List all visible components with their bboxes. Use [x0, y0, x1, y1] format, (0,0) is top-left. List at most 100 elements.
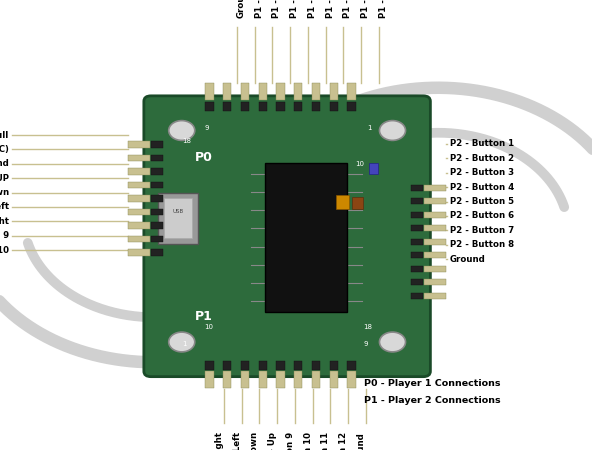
- Circle shape: [169, 121, 195, 140]
- Bar: [294, 83, 303, 100]
- Text: P2 - Button 8: P2 - Button 8: [450, 240, 514, 249]
- Text: P0: P0: [195, 151, 213, 164]
- Bar: [369, 163, 378, 174]
- Text: 10: 10: [204, 324, 213, 330]
- Bar: [259, 102, 267, 111]
- Text: P1: P1: [195, 310, 213, 323]
- Bar: [151, 249, 163, 256]
- Bar: [241, 371, 249, 388]
- Text: 9: 9: [363, 341, 368, 346]
- Bar: [294, 102, 303, 111]
- Bar: [241, 83, 249, 100]
- Text: P1 - Left: P1 - Left: [0, 202, 9, 211]
- Text: 1: 1: [182, 341, 187, 346]
- Text: 18: 18: [182, 138, 191, 144]
- Text: 1: 1: [368, 125, 372, 130]
- Text: P2 - Button 9: P2 - Button 9: [286, 432, 295, 450]
- Bar: [128, 168, 150, 175]
- Text: P1 - Button 9: P1 - Button 9: [0, 231, 9, 240]
- Text: P1 - Down: P1 - Down: [0, 188, 9, 197]
- Text: 9: 9: [204, 125, 208, 130]
- Bar: [424, 279, 446, 285]
- Text: P2 - Up: P2 - Up: [268, 432, 277, 450]
- Text: P2 - Button 12: P2 - Button 12: [339, 432, 348, 450]
- Text: P2 - Button 4: P2 - Button 4: [450, 183, 514, 192]
- Text: USB: USB: [173, 209, 184, 214]
- Text: P1 - Button 1: P1 - Button 1: [379, 0, 388, 18]
- Bar: [411, 266, 423, 272]
- Bar: [151, 155, 163, 161]
- Text: 18: 18: [363, 324, 372, 330]
- Text: P2 - Button 6: P2 - Button 6: [450, 212, 514, 220]
- Bar: [330, 102, 338, 111]
- Bar: [151, 209, 163, 215]
- Bar: [312, 371, 320, 388]
- Bar: [424, 238, 446, 245]
- Bar: [151, 195, 163, 202]
- Bar: [424, 266, 446, 272]
- Bar: [348, 371, 356, 388]
- Bar: [424, 225, 446, 231]
- Text: P1 - Button 8: P1 - Button 8: [255, 0, 263, 18]
- Text: P2 - Button 7: P2 - Button 7: [450, 226, 514, 235]
- Bar: [241, 361, 249, 370]
- Bar: [312, 83, 320, 100]
- Bar: [128, 195, 150, 202]
- Text: Ground: Ground: [450, 255, 485, 264]
- Text: P2 - Left: P2 - Left: [233, 432, 242, 450]
- FancyBboxPatch shape: [144, 96, 430, 377]
- Bar: [330, 371, 338, 388]
- Bar: [223, 83, 231, 100]
- Bar: [424, 184, 446, 191]
- Bar: [151, 141, 163, 148]
- Text: Ground: Ground: [0, 159, 9, 168]
- Bar: [259, 83, 267, 100]
- Bar: [158, 193, 198, 244]
- Bar: [424, 198, 446, 204]
- Text: P1 - Button 4: P1 - Button 4: [326, 0, 334, 18]
- Bar: [424, 212, 446, 218]
- Text: P1 - Button 5: P1 - Button 5: [308, 0, 317, 18]
- Bar: [241, 102, 249, 111]
- Circle shape: [379, 332, 406, 352]
- Text: P2 - Button 10: P2 - Button 10: [304, 432, 313, 450]
- Bar: [151, 236, 163, 242]
- Bar: [411, 212, 423, 218]
- Text: P2 - Button 2: P2 - Button 2: [450, 154, 514, 163]
- Bar: [276, 371, 285, 388]
- Bar: [265, 163, 347, 312]
- Bar: [348, 102, 356, 111]
- Bar: [348, 83, 356, 100]
- Bar: [205, 83, 214, 100]
- Bar: [411, 225, 423, 231]
- Text: P0 - Player 1 Connections: P0 - Player 1 Connections: [364, 379, 501, 388]
- Bar: [352, 197, 363, 209]
- Bar: [128, 249, 150, 256]
- Bar: [312, 102, 320, 111]
- Text: P1 - Button 3: P1 - Button 3: [343, 0, 352, 18]
- Bar: [205, 361, 214, 370]
- Bar: [276, 83, 285, 100]
- Bar: [411, 292, 423, 299]
- Text: P2 - Button 11: P2 - Button 11: [321, 432, 330, 450]
- Circle shape: [379, 121, 406, 140]
- Bar: [223, 371, 231, 388]
- Text: VCC (+5VDC): VCC (+5VDC): [0, 145, 9, 154]
- Bar: [348, 361, 356, 370]
- Bar: [151, 222, 163, 229]
- Text: P2 - Button 3: P2 - Button 3: [450, 168, 514, 177]
- Bar: [223, 361, 231, 370]
- Bar: [330, 361, 338, 370]
- Bar: [276, 102, 285, 111]
- Text: P1 - Player 2 Connections: P1 - Player 2 Connections: [364, 396, 501, 405]
- Bar: [151, 168, 163, 175]
- Bar: [259, 361, 267, 370]
- Bar: [259, 371, 267, 388]
- Bar: [128, 141, 150, 148]
- Text: P2 - Button 1: P2 - Button 1: [450, 140, 514, 148]
- Bar: [128, 155, 150, 161]
- Bar: [411, 252, 423, 258]
- Text: Null: Null: [0, 130, 9, 140]
- Bar: [223, 102, 231, 111]
- Text: P1 - UP: P1 - UP: [0, 174, 9, 183]
